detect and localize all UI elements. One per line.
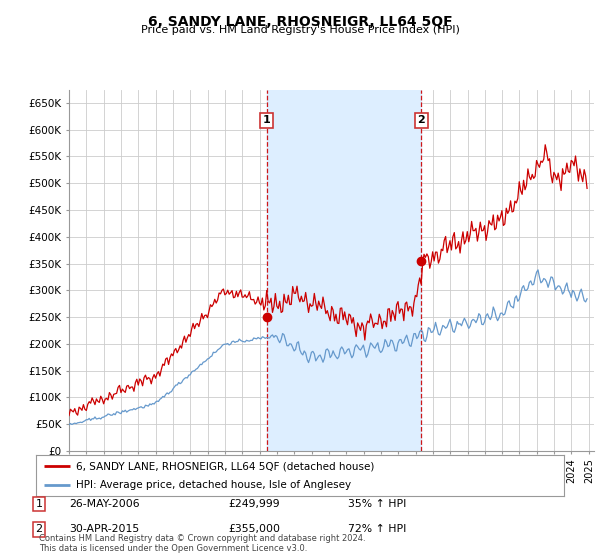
Text: 2: 2: [35, 524, 43, 534]
Bar: [266, 90, 421, 451]
Text: 6, SANDY LANE, RHOSNEIGR, LL64 5QF (detached house): 6, SANDY LANE, RHOSNEIGR, LL64 5QF (deta…: [76, 461, 374, 471]
Text: 72% ↑ HPI: 72% ↑ HPI: [348, 524, 406, 534]
Text: 26-MAY-2006: 26-MAY-2006: [69, 499, 140, 509]
Text: 1: 1: [35, 499, 43, 509]
Text: 6, SANDY LANE, RHOSNEIGR, LL64 5QF: 6, SANDY LANE, RHOSNEIGR, LL64 5QF: [148, 15, 452, 29]
Text: £355,000: £355,000: [228, 524, 280, 534]
Text: Price paid vs. HM Land Registry's House Price Index (HPI): Price paid vs. HM Land Registry's House …: [140, 25, 460, 35]
Text: 35% ↑ HPI: 35% ↑ HPI: [348, 499, 406, 509]
Text: £249,999: £249,999: [228, 499, 280, 509]
Text: Contains HM Land Registry data © Crown copyright and database right 2024.
This d: Contains HM Land Registry data © Crown c…: [39, 534, 365, 553]
Text: HPI: Average price, detached house, Isle of Anglesey: HPI: Average price, detached house, Isle…: [76, 480, 351, 489]
Text: 30-APR-2015: 30-APR-2015: [69, 524, 139, 534]
Text: 1: 1: [263, 115, 271, 125]
Text: 2: 2: [418, 115, 425, 125]
